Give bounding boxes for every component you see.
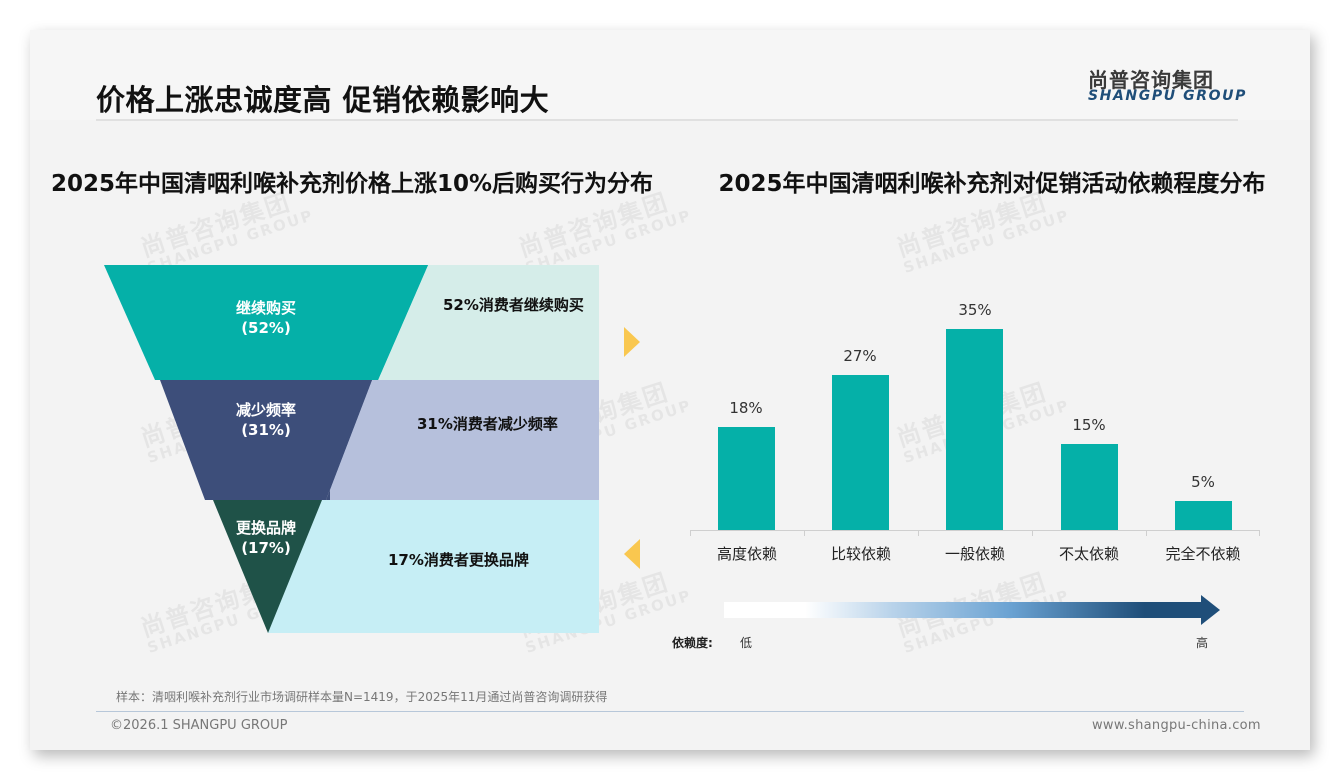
x-axis-category-label: 完全不依赖 (1165, 545, 1241, 563)
logo-chinese: 尚普咨询集团 (1088, 68, 1214, 92)
funnel-label-reduce-frequency: 减少频率 (31%) (235, 401, 296, 439)
bar-chart-title: 2025年中国清咽利喉补充剂对促销活动依赖程度分布 (718, 171, 1266, 197)
funnel-segment-reduce-frequency (160, 380, 372, 500)
bar-high-dependence (718, 427, 775, 530)
bar-fairly-dependent (832, 375, 889, 530)
footer-divider (96, 711, 1244, 712)
band-switch-brand (268, 500, 599, 633)
dependence-legend-label: 依赖度: (672, 636, 713, 650)
funnel-segment-switch-brand (213, 500, 322, 633)
dependence-legend-low: 低 (740, 636, 753, 650)
slide: 价格上涨忠诚度高 促销依赖影响大 尚普咨询集团 SHANGPU GROUP 尚普… (30, 30, 1310, 750)
bar-value-label: 35% (958, 301, 992, 319)
title-divider (96, 119, 1238, 121)
funnel-label-switch-brand: 更换品牌 (17%) (235, 519, 296, 557)
bar-slightly-dependent (1061, 444, 1118, 530)
band-text-switch-brand: 17%消费者更换品牌 (388, 551, 529, 569)
funnel-segment-continue-purchase-edge (330, 265, 428, 380)
dependence-legend-high: 高 (1196, 636, 1209, 650)
bar-value-label: 15% (1072, 416, 1106, 434)
x-axis (690, 530, 1260, 531)
funnel-segment-reduce-frequency-edge (326, 380, 372, 500)
gradient-arrow-head-icon (1201, 595, 1220, 625)
website-link[interactable]: www.shangpu-china.com (1092, 718, 1261, 733)
band-text-continue-purchase: 52%消费者继续购买 (443, 296, 584, 314)
header-band (30, 30, 1310, 120)
bar-chart: 18% 27% 35% 15% 5% 高度依赖 比较依赖 一般依赖 不太依赖 完… (690, 290, 1260, 563)
bar-moderately-dependent (946, 329, 1003, 530)
x-axis-tick (918, 530, 919, 536)
sample-footnote: 样本：清咽利喉补充剂行业市场调研样本量N=1419，于2025年11月通过尚普咨… (116, 690, 608, 704)
bar-value-label: 18% (729, 399, 763, 417)
bar-not-dependent (1175, 501, 1232, 530)
funnel-chart-title: 2025年中国清咽利喉补充剂价格上涨10%后购买行为分布 (50, 171, 654, 197)
x-axis-category-label: 不太依赖 (1058, 545, 1119, 563)
x-axis-tick (804, 530, 805, 536)
copyright: ©2026.1 SHANGPU GROUP (110, 718, 288, 733)
funnel-chart (104, 265, 599, 633)
x-axis-tick (1259, 530, 1260, 536)
band-text-reduce-frequency: 31%消费者减少频率 (417, 415, 558, 433)
arrow-left-icon (624, 539, 640, 569)
x-axis-tick (690, 530, 691, 536)
bar-value-label: 27% (843, 347, 877, 365)
x-axis-category-label: 一般依赖 (944, 545, 1005, 563)
funnel-label-continue-purchase: 继续购买 (52%) (235, 299, 296, 337)
x-axis-tick (1146, 530, 1147, 536)
page-title: 价格上涨忠诚度高 促销依赖影响大 (96, 83, 550, 117)
logo-english: SHANGPU GROUP (1088, 88, 1247, 104)
x-axis-tick (1032, 530, 1033, 536)
x-axis-category-label: 高度依赖 (716, 545, 777, 563)
arrow-right-icon (624, 327, 640, 357)
x-axis-category-label: 比较依赖 (830, 545, 891, 563)
dependence-gradient-bar (724, 602, 1202, 618)
band-reduce-frequency (330, 380, 599, 500)
bar-value-label: 5% (1191, 473, 1215, 491)
